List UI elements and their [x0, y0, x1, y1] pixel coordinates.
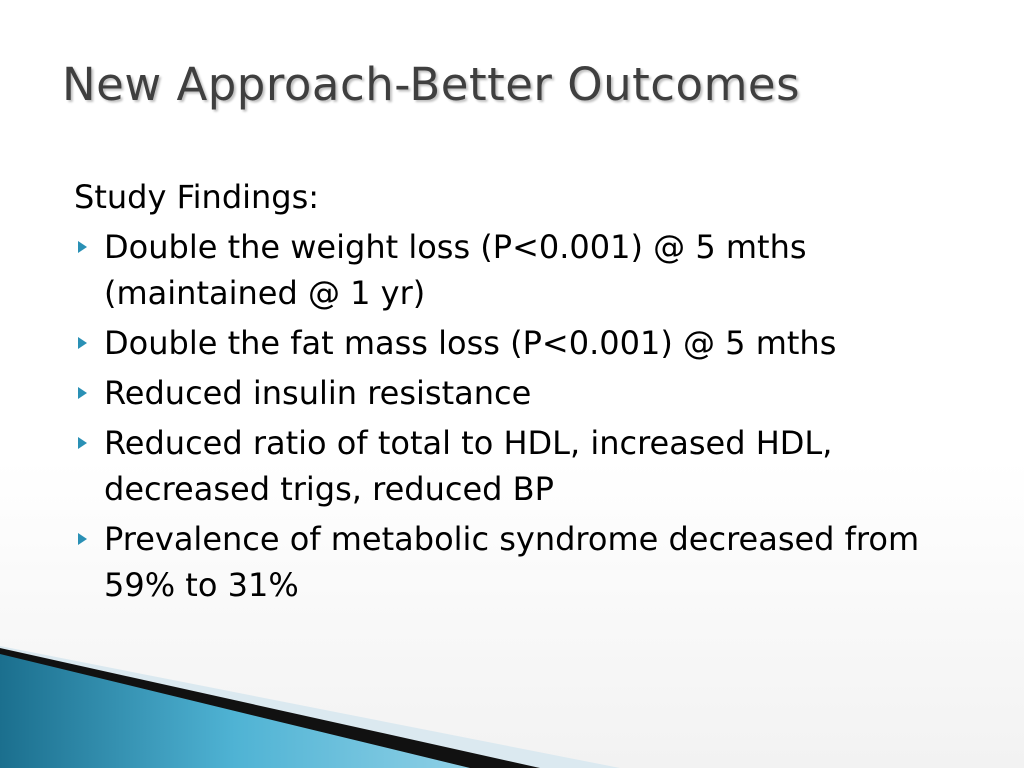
bullet-list: Double the weight loss (P<0.001) @ 5 mth…: [74, 224, 974, 608]
bullet: Reduced ratio of total to HDL, increased…: [74, 420, 974, 512]
bullet: Double the weight loss (P<0.001) @ 5 mth…: [74, 224, 974, 316]
corner-decoration: [0, 646, 620, 768]
slide-title: New Approach-Better Outcomes: [62, 58, 801, 111]
bullet: Prevalence of metabolic syndrome decreas…: [74, 516, 974, 608]
slide-body: Study Findings: Double the weight loss (…: [74, 174, 974, 612]
bullet: Reduced insulin resistance: [74, 370, 974, 416]
bullet: Double the fat mass loss (P<0.001) @ 5 m…: [74, 320, 974, 366]
intro: Study Findings:: [74, 178, 320, 216]
